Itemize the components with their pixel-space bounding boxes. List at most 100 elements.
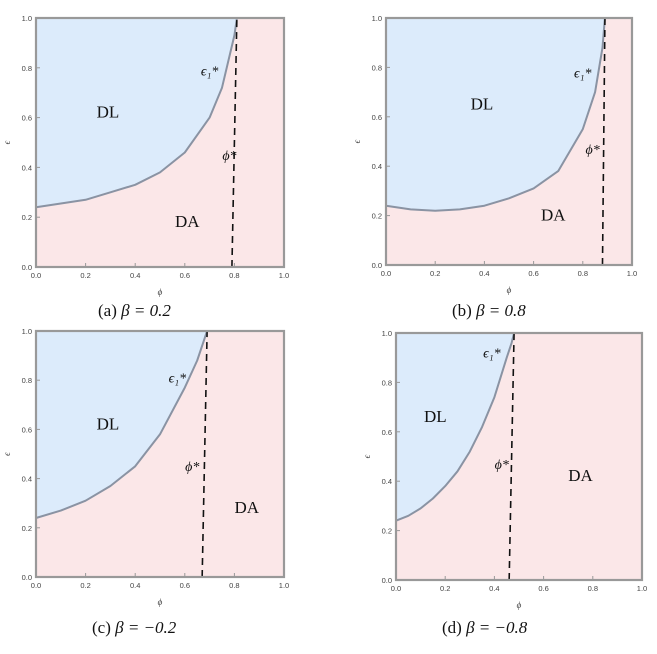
- phi-star-label: ϕ*: [185, 460, 199, 475]
- boundary-label-epsilon1-star: ϵ₁*: [169, 372, 187, 387]
- y-tick-label: 0.8: [382, 378, 392, 387]
- plot-frame: [384, 16, 634, 267]
- region-dl-fill: [396, 333, 515, 521]
- x-tick-label: 0.2: [440, 584, 450, 593]
- region-label-da: DA: [568, 466, 593, 485]
- y-tick-label: 0.4: [22, 163, 32, 172]
- y-tick-label: 0.6: [22, 114, 32, 123]
- x-tick-label: 0.6: [180, 581, 190, 590]
- x-tick-label: 0.2: [430, 269, 440, 278]
- y-tick-label: 1.0: [22, 14, 32, 23]
- boundary-curve-epsilon1: [395, 332, 516, 522]
- y-tick-label: 0.4: [382, 477, 392, 486]
- x-tick-label: 1.0: [637, 584, 647, 593]
- x-tick-label: 0.0: [381, 269, 391, 278]
- caption-a-beta: β = 0.2: [121, 301, 171, 320]
- boundary-label-epsilon1-star: ϵ₁*: [574, 66, 592, 81]
- caption-d: (d) β = −0.8: [442, 618, 527, 638]
- x-tick-label: 0.6: [180, 271, 190, 280]
- y-tick-label: 0.4: [372, 162, 382, 171]
- region-label-dl: DL: [97, 414, 120, 433]
- x-tick-label: 0.6: [538, 584, 548, 593]
- y-tick-label: 0.0: [22, 573, 32, 582]
- phi-star-line: [601, 17, 606, 266]
- y-tick-label: 0.8: [22, 376, 32, 385]
- y-tick-label: 0.2: [372, 212, 382, 221]
- x-tick-label: 1.0: [627, 269, 637, 278]
- y-tick-label: 0.0: [22, 263, 32, 272]
- phi-star-label: ϕ*: [586, 143, 600, 158]
- boundary-curve-epsilon1: [35, 330, 209, 519]
- x-tick-label: 0.2: [80, 581, 90, 590]
- x-tick-label: 0.4: [130, 271, 140, 280]
- x-tick-label: 0.4: [479, 269, 489, 278]
- y-tick-label: 0.6: [382, 428, 392, 437]
- y-tick-label: 1.0: [372, 14, 382, 23]
- x-tick-label: 0.0: [31, 271, 41, 280]
- caption-b-beta: β = 0.8: [476, 301, 526, 320]
- caption-d-beta: β = −0.8: [466, 618, 528, 637]
- region-label-dl: DL: [471, 94, 494, 113]
- x-tick-label: 1.0: [279, 271, 289, 280]
- y-tick-label: 0.0: [382, 576, 392, 585]
- region-label-da: DA: [175, 212, 200, 231]
- x-tick-label: 1.0: [279, 581, 289, 590]
- plot-frame: [34, 16, 286, 269]
- phi-star-line: [508, 332, 515, 581]
- region-label-da: DA: [541, 206, 566, 225]
- y-axis-label: ϵ: [362, 454, 372, 458]
- y-tick-label: 1.0: [382, 329, 392, 338]
- y-tick-label: 0.6: [22, 425, 32, 434]
- y-tick-label: 0.6: [372, 113, 382, 122]
- caption-a-letter: (a): [98, 301, 117, 320]
- caption-c: (c) β = −0.2: [92, 618, 176, 638]
- boundary-curve-epsilon1: [385, 17, 606, 212]
- region-label-da: DA: [235, 498, 260, 517]
- boundary-label-epsilon1-star: ϵ₁*: [483, 347, 501, 362]
- y-tick-label: 1.0: [22, 327, 32, 336]
- x-tick-label: 0.4: [130, 581, 140, 590]
- panel-c: 0.0 0.2 0.4 0.6 0.8 1.0 0.0 0.2 0.4 0.6 0.8 1.0 ϕ ϵ DL…: [2, 327, 289, 607]
- x-axis-label: ϕ: [517, 600, 522, 610]
- caption-b-letter: (b): [452, 301, 472, 320]
- panel-b: 0.0 0.2 0.4 0.6 0.8 1.0 0.0 0.2 0.4 0.6 0.8 1.0 ϕ ϵ DL…: [352, 14, 637, 295]
- x-tick-label: 0.0: [391, 584, 401, 593]
- x-tick-label: 0.8: [229, 581, 239, 590]
- phi-star-line: [231, 17, 238, 268]
- x-tick-label: 0.6: [528, 269, 538, 278]
- x-tick-label: 0.8: [578, 269, 588, 278]
- boundary-curve-epsilon1: [35, 17, 238, 209]
- panel-d: 0.0 0.2 0.4 0.6 0.8 1.0 0.0 0.2 0.4 0.6 0.8 1.0 ϕ ϵ DL…: [362, 329, 647, 610]
- x-axis-label: ϕ: [507, 285, 512, 295]
- phi-star-line: [201, 330, 208, 578]
- caption-c-beta: β = −0.2: [115, 618, 177, 637]
- region-label-dl: DL: [424, 407, 447, 426]
- y-axis-label: ϵ: [2, 140, 12, 144]
- region-label-dl: DL: [97, 103, 120, 122]
- phi-star-label: ϕ*: [495, 458, 509, 473]
- y-tick-label: 0.8: [372, 63, 382, 72]
- boundary-label-epsilon1-star: ϵ₁*: [201, 64, 219, 79]
- y-tick-label: 0.0: [372, 261, 382, 270]
- y-axis-label: ϵ: [2, 452, 12, 456]
- y-axis-label: ϵ: [352, 139, 362, 143]
- region-dl-fill: [386, 18, 605, 211]
- x-axis-label: ϕ: [158, 597, 163, 607]
- caption-a: (a) β = 0.2: [98, 301, 171, 321]
- x-tick-label: 0.8: [229, 271, 239, 280]
- panel-a: 0.0 0.2 0.4 0.6 0.8 1.0 0.0 0.2 0.4 0.6 0.8 1.0 ϕ ϵ DL…: [2, 14, 289, 297]
- region-dl-fill: [36, 18, 237, 208]
- caption-d-letter: (d): [442, 618, 462, 637]
- x-tick-label: 0.0: [31, 581, 41, 590]
- y-tick-label: 0.2: [22, 524, 32, 533]
- y-tick-label: 0.2: [382, 527, 392, 536]
- y-tick-label: 0.8: [22, 64, 32, 73]
- plot-frame: [34, 329, 286, 579]
- y-tick-label: 0.4: [22, 475, 32, 484]
- phi-star-label: ϕ*: [222, 149, 236, 164]
- region-dl-fill: [36, 331, 208, 518]
- x-tick-label: 0.8: [588, 584, 598, 593]
- caption-b: (b) β = 0.8: [452, 301, 526, 321]
- x-tick-label: 0.4: [489, 584, 499, 593]
